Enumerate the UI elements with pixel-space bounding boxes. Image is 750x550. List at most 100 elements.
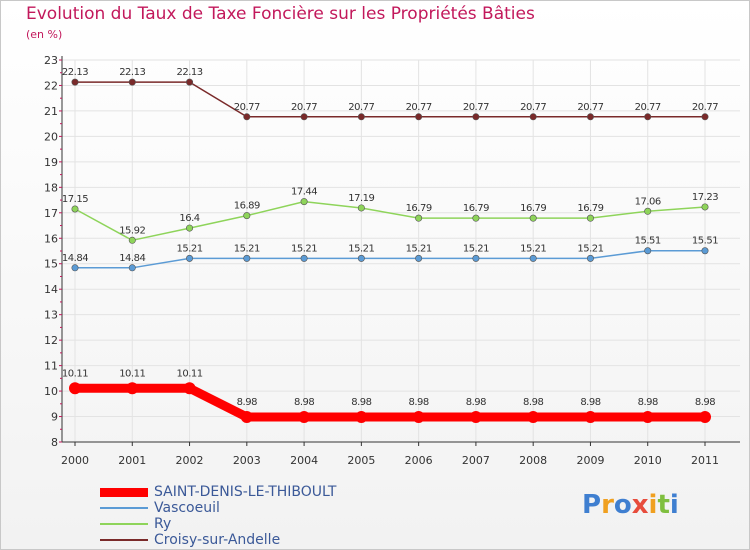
x-tick-label-2003: 2003 — [233, 454, 261, 467]
data-label-croisy-sur-andelle-2006: 20.77 — [406, 102, 432, 113]
data-point-croisy-sur-andelle-2010 — [644, 113, 652, 121]
series-line-vascoeuil — [74, 249, 706, 269]
y-tick-label-19: 19 — [44, 156, 58, 169]
data-label-croisy-sur-andelle-2001: 22.13 — [119, 67, 145, 78]
data-point-ry-2007 — [472, 214, 480, 222]
data-point-croisy-sur-andelle-2006 — [415, 113, 423, 121]
data-point-croisy-sur-andelle-2005 — [357, 113, 365, 121]
data-point-ry-2010 — [644, 207, 652, 215]
y-tick-label-18: 18 — [44, 181, 58, 194]
data-point-ry-2005 — [357, 204, 365, 212]
data-point-croisy-sur-andelle-2000 — [71, 78, 79, 86]
data-label-ry-2005: 17.19 — [348, 193, 374, 204]
data-label-vascoeuil-2011: 15.51 — [692, 236, 718, 247]
data-label-ry-2011: 17.23 — [692, 192, 718, 203]
data-label-ry-2000: 17.15 — [62, 194, 88, 205]
data-label-saint-denis-le-thiboult-2011: 8.98 — [695, 397, 715, 408]
data-point-ry-2003 — [243, 212, 251, 220]
y-tick-label-9: 9 — [51, 411, 58, 424]
data-point-saint-denis-le-thiboult-2010 — [641, 411, 654, 424]
x-tick-label-2008: 2008 — [519, 454, 547, 467]
data-point-saint-denis-le-thiboult-2003 — [240, 411, 253, 424]
y-tick-label-13: 13 — [44, 309, 58, 322]
data-label-croisy-sur-andelle-2010: 20.77 — [635, 102, 661, 113]
logo-letter: P — [582, 490, 602, 520]
data-point-ry-2006 — [415, 214, 423, 222]
y-tick-label-8: 8 — [51, 436, 58, 449]
data-label-ry-2009: 16.79 — [577, 203, 603, 214]
logo-letter: t — [657, 490, 670, 520]
data-point-saint-denis-le-thiboult-2005 — [355, 411, 368, 424]
data-point-vascoeuil-2008 — [529, 254, 537, 262]
data-label-vascoeuil-2008: 15.21 — [520, 243, 546, 254]
y-tick-label-23: 23 — [44, 54, 58, 67]
data-label-saint-denis-le-thiboult-2000: 10.11 — [62, 368, 88, 379]
y-tick-label-21: 21 — [44, 105, 58, 118]
logo-letter: x — [631, 490, 649, 520]
data-point-croisy-sur-andelle-2009 — [586, 113, 594, 121]
data-label-ry-2003: 16.89 — [234, 201, 260, 212]
x-tick-label-2001: 2001 — [118, 454, 146, 467]
y-tick-label-11: 11 — [44, 360, 58, 373]
data-point-vascoeuil-2010 — [644, 247, 652, 255]
series-line-ry — [74, 200, 706, 242]
data-label-croisy-sur-andelle-2011: 20.77 — [692, 102, 718, 113]
data-point-vascoeuil-2000 — [71, 264, 79, 272]
data-label-saint-denis-le-thiboult-2009: 8.98 — [580, 397, 600, 408]
data-point-croisy-sur-andelle-2007 — [472, 113, 480, 121]
x-tick-label-2010: 2010 — [634, 454, 662, 467]
logo-letter: i — [648, 490, 658, 520]
data-label-saint-denis-le-thiboult-2001: 10.11 — [119, 368, 145, 379]
data-label-saint-denis-le-thiboult-2004: 8.98 — [294, 397, 314, 408]
data-label-croisy-sur-andelle-2002: 22.13 — [176, 67, 202, 78]
logo-letter: o — [613, 490, 632, 520]
data-label-vascoeuil-2004: 15.21 — [291, 243, 317, 254]
data-point-saint-denis-le-thiboult-2009 — [584, 411, 597, 424]
data-point-croisy-sur-andelle-2001 — [128, 78, 136, 86]
data-point-saint-denis-le-thiboult-2007 — [469, 411, 482, 424]
y-tick-label-17: 17 — [44, 207, 58, 220]
legend-swatch-croisy — [100, 539, 148, 541]
data-point-vascoeuil-2003 — [243, 254, 251, 262]
legend-label-saint-denis: SAINT-DENIS-LE-THIBOULT — [154, 484, 337, 500]
series-line-saint-denis-le-thiboult — [70, 383, 710, 422]
data-point-vascoeuil-2007 — [472, 254, 480, 262]
data-point-saint-denis-le-thiboult-2008 — [527, 411, 540, 424]
data-point-ry-2000 — [71, 205, 79, 213]
data-label-vascoeuil-2001: 14.84 — [119, 253, 145, 264]
chart-title: Evolution du Taux de Taxe Foncière sur l… — [26, 4, 535, 24]
data-point-saint-denis-le-thiboult-2011 — [699, 411, 711, 424]
data-point-croisy-sur-andelle-2002 — [186, 78, 194, 86]
data-point-vascoeuil-2002 — [186, 254, 194, 262]
series-line-croisy-sur-andelle — [74, 81, 706, 118]
y-tick-label-16: 16 — [44, 232, 58, 245]
data-label-ry-2004: 17.44 — [291, 187, 317, 198]
logo-letter: i — [669, 490, 679, 520]
y-tick-label-22: 22 — [44, 79, 58, 92]
data-point-croisy-sur-andelle-2008 — [529, 113, 537, 121]
data-label-croisy-sur-andelle-2008: 20.77 — [520, 102, 546, 113]
data-point-croisy-sur-andelle-2003 — [243, 113, 251, 121]
data-label-ry-2010: 17.06 — [635, 196, 661, 207]
x-tick-label-2006: 2006 — [405, 454, 433, 467]
data-point-ry-2004 — [300, 198, 308, 206]
proxiti-logo: Proxiti — [582, 490, 679, 520]
y-tick-label-12: 12 — [44, 334, 58, 347]
data-label-saint-denis-le-thiboult-2008: 8.98 — [523, 397, 543, 408]
data-point-ry-2009 — [586, 214, 594, 222]
data-point-saint-denis-le-thiboult-2006 — [412, 411, 425, 424]
x-tick-label-2009: 2009 — [576, 454, 604, 467]
data-point-saint-denis-le-thiboult-2001 — [126, 382, 139, 395]
x-tick-label-2004: 2004 — [290, 454, 318, 467]
data-label-croisy-sur-andelle-2004: 20.77 — [291, 102, 317, 113]
data-point-saint-denis-le-thiboult-2004 — [298, 411, 311, 424]
data-label-vascoeuil-2006: 15.21 — [406, 243, 432, 254]
data-point-saint-denis-le-thiboult-2000 — [69, 382, 81, 395]
y-tick-label-10: 10 — [44, 385, 58, 398]
data-label-croisy-sur-andelle-2005: 20.77 — [348, 102, 374, 113]
legend-label-vascoeuil: Vascoeuil — [154, 500, 220, 516]
data-point-vascoeuil-2006 — [415, 254, 423, 262]
data-label-saint-denis-le-thiboult-2005: 8.98 — [351, 397, 371, 408]
